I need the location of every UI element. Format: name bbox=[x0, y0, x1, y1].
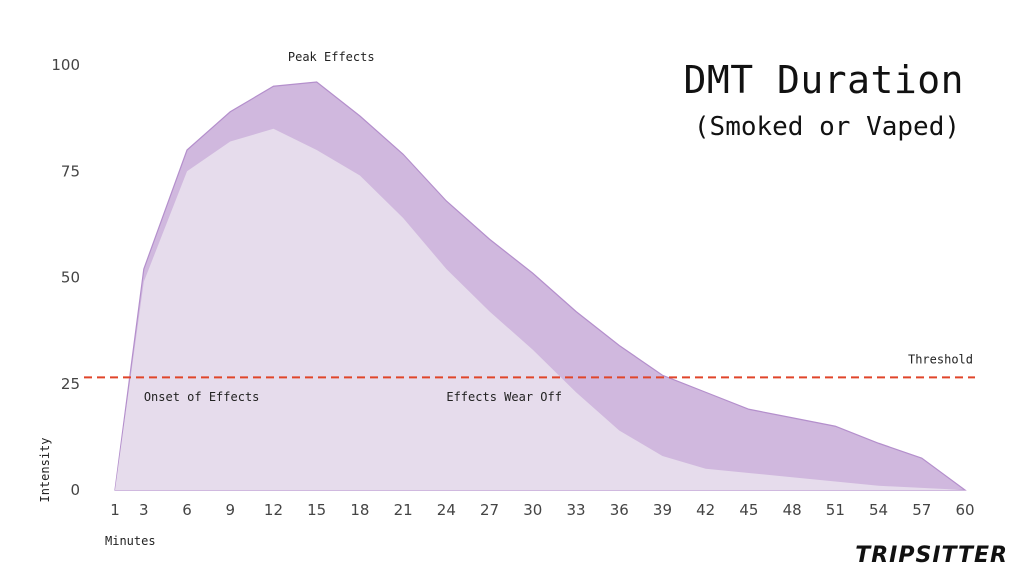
x-tick-label: 21 bbox=[394, 501, 413, 519]
x-tick-label: 27 bbox=[480, 501, 499, 519]
chart-title: DMT Duration bbox=[683, 58, 964, 102]
x-tick-label: 42 bbox=[696, 501, 715, 519]
x-tick-label: 60 bbox=[955, 501, 974, 519]
x-tick-label: 57 bbox=[912, 501, 931, 519]
x-tick-label: 48 bbox=[783, 501, 802, 519]
brand-logo: TRIPSITTER bbox=[855, 543, 1008, 568]
x-tick-label: 18 bbox=[350, 501, 369, 519]
x-tick-label: 15 bbox=[307, 501, 326, 519]
y-axis-label: Intensity bbox=[38, 437, 52, 502]
x-tick-label: 30 bbox=[523, 501, 542, 519]
x-tick-label: 45 bbox=[739, 501, 758, 519]
y-tick-label: 50 bbox=[61, 269, 80, 287]
threshold-label: Threshold bbox=[908, 352, 973, 366]
x-tick-label: 1 bbox=[110, 501, 120, 519]
x-tick-label: 51 bbox=[826, 501, 845, 519]
area-series-2 bbox=[115, 128, 965, 490]
x-tick-label: 24 bbox=[437, 501, 456, 519]
annotation-label: Onset of Effects bbox=[144, 390, 260, 404]
x-tick-label: 33 bbox=[566, 501, 585, 519]
y-tick-label: 75 bbox=[61, 162, 80, 180]
chart-subtitle: (Smoked or Vaped) bbox=[693, 112, 960, 142]
x-tick-label: 6 bbox=[182, 501, 192, 519]
y-tick-label: 0 bbox=[70, 481, 80, 499]
x-tick-label: 36 bbox=[610, 501, 629, 519]
x-tick-label: 9 bbox=[225, 501, 235, 519]
x-tick-label: 39 bbox=[653, 501, 672, 519]
x-tick-label: 12 bbox=[264, 501, 283, 519]
y-tick-label: 100 bbox=[51, 56, 80, 74]
annotation-label: Peak Effects bbox=[288, 50, 375, 64]
annotation-label: Effects Wear Off bbox=[446, 390, 562, 404]
y-tick-label: 25 bbox=[61, 375, 80, 393]
x-tick-label: 54 bbox=[869, 501, 888, 519]
x-tick-label: 3 bbox=[139, 501, 149, 519]
x-axis-label: Minutes bbox=[105, 534, 156, 548]
